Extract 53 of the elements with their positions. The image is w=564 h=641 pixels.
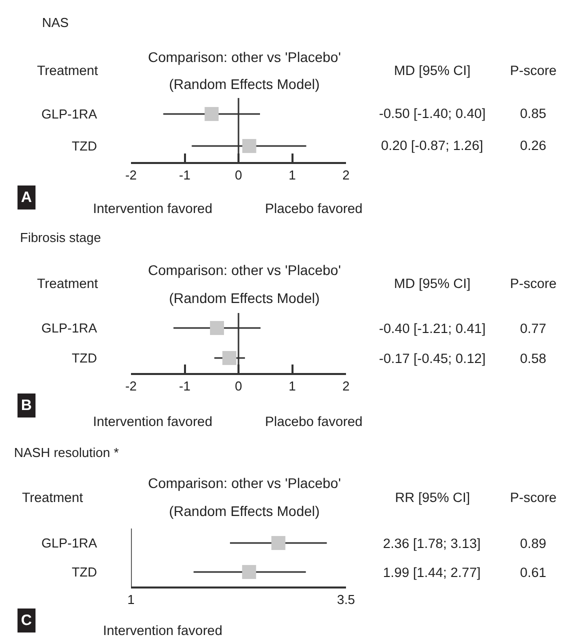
text: Intervention favored <box>93 414 212 429</box>
text: C <box>21 612 32 629</box>
chart-title: NASH resolution * <box>14 445 119 460</box>
y-tick-label: TZD <box>72 138 97 154</box>
y-tick-label: TZD <box>72 564 97 580</box>
text: Intervention favored <box>103 623 222 638</box>
x-tick-label: -2 <box>125 167 137 182</box>
text: 0.58 <box>520 351 546 366</box>
chart-title: Fibrosis stage <box>20 230 101 245</box>
text: P-score <box>510 63 557 78</box>
chart-subtitle: Comparison: other vs 'Placebo' (Random Effects Model) <box>148 262 341 306</box>
text: P-score <box>510 490 557 505</box>
text: 0.89 <box>520 536 546 551</box>
chart-title: NAS <box>42 15 70 30</box>
x-tick-label: 0 <box>234 167 242 182</box>
y-tick-label: TZD <box>72 350 97 366</box>
x-tick-label: 0 <box>234 378 242 394</box>
text: A <box>21 189 32 206</box>
x-tick-label: 2 <box>342 378 350 394</box>
chart-subtitle: Comparison: other vs 'Placebo' (Random Effects Model) <box>148 475 341 519</box>
data-label: -0.17 [-0.45; 0.12] <box>379 351 486 366</box>
text: P-score <box>510 276 557 291</box>
x-tick-label: 1 <box>288 378 296 394</box>
text: B <box>21 397 32 414</box>
text: Treatment <box>37 63 98 78</box>
y-tick-label: GLP-1RA <box>41 320 98 336</box>
x-tick-label: 1 <box>127 592 135 607</box>
x-tick-label: -1 <box>178 167 191 182</box>
text: 0.61 <box>520 565 546 580</box>
text: Treatment <box>22 490 84 505</box>
text: RR [95% CI] <box>395 490 470 505</box>
data-label: -0.50 [-1.40; 0.40] <box>379 106 486 121</box>
data-label: 0.20 [-0.87; 1.26] <box>381 138 484 153</box>
text: Placebo favored <box>265 201 363 216</box>
x-tick-label: 1 <box>288 167 296 182</box>
text: 0.85 <box>520 106 546 121</box>
y-tick-label: GLP-1RA <box>41 536 98 551</box>
x-tick-label: 3.5 <box>336 592 356 607</box>
data-label: -0.40 [-1.21; 0.41] <box>379 321 486 336</box>
text: MD [95% CI] <box>394 63 471 78</box>
x-tick-label: -2 <box>125 378 137 394</box>
data-label: 1.99 [1.44; 2.77] <box>383 565 481 580</box>
text: MD [95% CI] <box>394 276 471 291</box>
y-tick-label: GLP-1RA <box>41 106 98 122</box>
text: Placebo favored <box>265 414 363 429</box>
text: 0.26 <box>520 138 546 153</box>
x-tick-label: 2 <box>342 167 350 182</box>
x-tick-label: -1 <box>178 378 191 394</box>
text: Treatment <box>37 276 98 291</box>
data-label: 2.36 [1.78; 3.13] <box>383 536 481 551</box>
text: 0.77 <box>520 321 546 336</box>
text: Intervention favored <box>93 201 212 216</box>
chart-subtitle: Comparison: other vs 'Placebo' (Random Effects Model) <box>148 49 341 92</box>
